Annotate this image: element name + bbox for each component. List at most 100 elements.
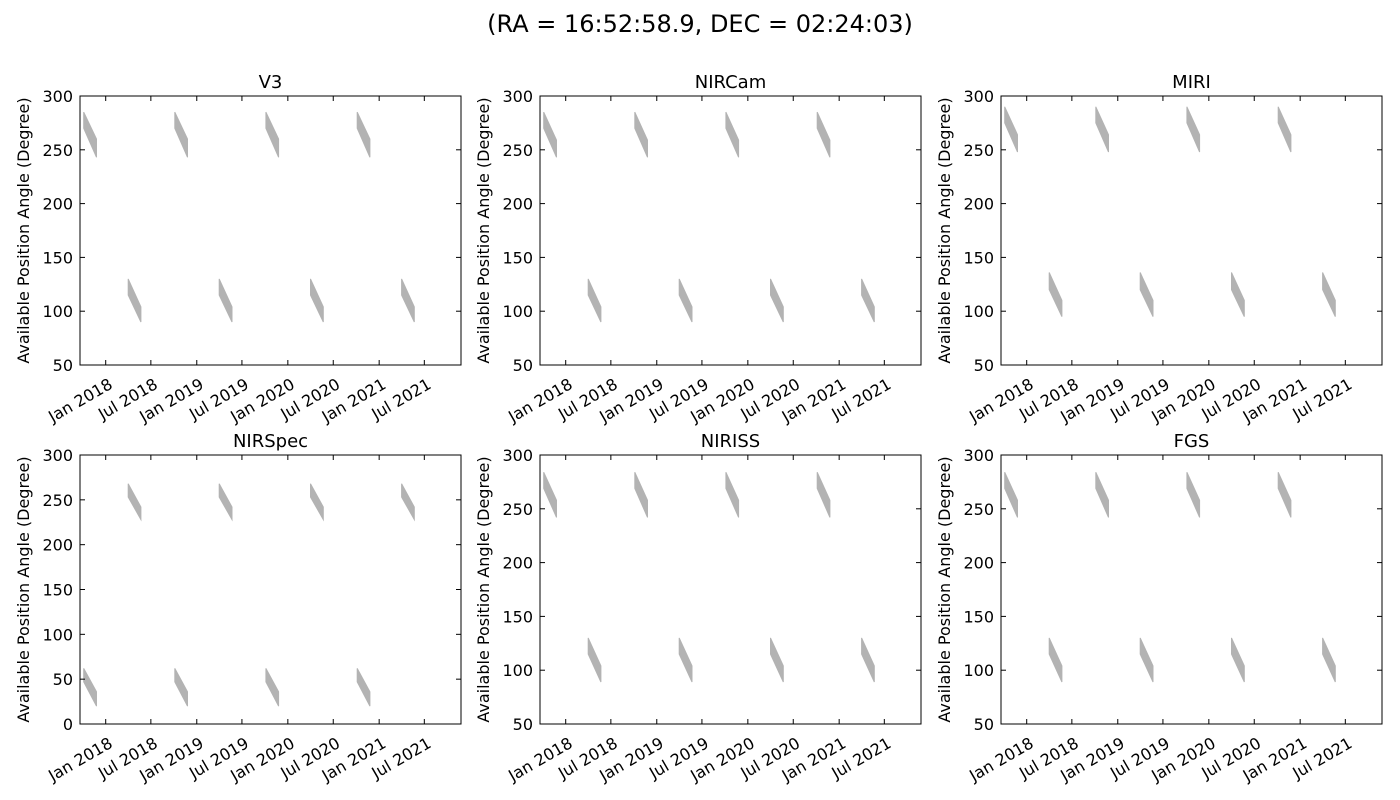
availability-window xyxy=(1322,272,1336,317)
y-tick-label: 250 xyxy=(502,141,533,160)
availability-window xyxy=(678,637,693,683)
y-axis-label: Available Position Angle (Degree) xyxy=(14,456,33,722)
y-tick-label: 50 xyxy=(513,715,533,734)
availability-window xyxy=(174,111,188,158)
y-tick-label: 250 xyxy=(963,141,994,160)
y-tick-label: 100 xyxy=(42,302,73,321)
y-tick-label: 50 xyxy=(974,356,994,375)
availability-window xyxy=(634,111,648,158)
availability-window xyxy=(1095,106,1109,153)
availability-window xyxy=(543,111,557,158)
y-tick-label: 300 xyxy=(963,446,994,465)
subplot-title: NIRSpec xyxy=(233,431,308,452)
y-tick-label: 250 xyxy=(963,500,994,519)
y-tick-label: 150 xyxy=(963,248,994,267)
availability-window xyxy=(543,471,557,518)
availability-window xyxy=(218,278,233,323)
availability-window xyxy=(310,483,324,522)
availability-window xyxy=(678,278,693,323)
availability-window xyxy=(218,483,233,522)
y-tick-label: 100 xyxy=(963,661,994,680)
availability-window xyxy=(83,668,97,707)
axes-frame xyxy=(79,95,462,366)
y-tick-label: 250 xyxy=(42,491,73,510)
availability-window xyxy=(310,278,324,323)
figure-title: (RA = 16:52:58.9, DEC = 02:24:03) xyxy=(487,10,913,38)
y-tick-label: 150 xyxy=(502,248,533,267)
availability-window xyxy=(634,471,648,518)
y-tick-label: 100 xyxy=(502,302,533,321)
availability-window xyxy=(356,668,371,707)
subplot-title: NIRISS xyxy=(701,431,760,452)
availability-window xyxy=(1048,272,1063,317)
y-tick-label: 250 xyxy=(42,141,73,160)
availability-window xyxy=(587,637,602,683)
availability-window xyxy=(1186,471,1201,518)
availability-window xyxy=(265,668,280,707)
y-tick-label: 300 xyxy=(502,87,533,106)
y-tick-label: 100 xyxy=(42,625,73,644)
availability-window xyxy=(770,637,784,683)
availability-window xyxy=(587,278,602,323)
y-tick-label: 300 xyxy=(963,87,994,106)
y-tick-label: 200 xyxy=(42,195,73,214)
y-tick-label: 300 xyxy=(42,446,73,465)
y-tick-label: 200 xyxy=(963,195,994,214)
y-tick-label: 50 xyxy=(53,670,73,689)
y-tick-label: 50 xyxy=(513,356,533,375)
availability-window xyxy=(356,111,371,158)
availability-window xyxy=(174,668,188,707)
availability-window xyxy=(770,278,784,323)
y-axis-label: Available Position Angle (Degree) xyxy=(935,456,954,722)
availability-window xyxy=(401,278,415,323)
y-tick-label: 200 xyxy=(963,554,994,573)
y-axis-label: Available Position Angle (Degree) xyxy=(14,97,33,363)
availability-window xyxy=(83,111,97,158)
availability-window xyxy=(861,278,875,323)
availability-window xyxy=(1277,106,1292,153)
y-axis-label: Available Position Angle (Degree) xyxy=(474,97,493,363)
availability-window xyxy=(265,111,280,158)
subplot-title: NIRCam xyxy=(695,72,767,93)
y-tick-label: 250 xyxy=(502,500,533,519)
subplot-title: MIRI xyxy=(1172,72,1211,93)
axes-frame xyxy=(1000,454,1383,725)
availability-window xyxy=(1322,637,1336,683)
subplot-title: FGS xyxy=(1174,431,1210,452)
y-tick-label: 100 xyxy=(502,661,533,680)
availability-window xyxy=(1095,471,1109,518)
y-tick-label: 150 xyxy=(42,581,73,600)
y-tick-label: 0 xyxy=(63,715,73,734)
y-tick-label: 200 xyxy=(42,536,73,555)
y-tick-label: 100 xyxy=(963,302,994,321)
y-tick-label: 150 xyxy=(502,607,533,626)
y-tick-label: 150 xyxy=(963,607,994,626)
availability-window xyxy=(816,111,831,158)
availability-window xyxy=(127,278,142,323)
availability-window xyxy=(127,483,142,522)
y-tick-label: 300 xyxy=(502,446,533,465)
subplot-title: V3 xyxy=(259,72,283,93)
availability-window xyxy=(1139,272,1154,317)
availability-window xyxy=(725,471,740,518)
availability-window xyxy=(861,637,875,683)
availability-window xyxy=(1231,272,1245,317)
availability-window xyxy=(1139,637,1154,683)
availability-window xyxy=(1186,106,1201,153)
y-tick-label: 50 xyxy=(53,356,73,375)
axes-frame xyxy=(539,95,922,366)
availability-window xyxy=(401,483,415,522)
axes-frame xyxy=(1000,95,1383,366)
availability-window xyxy=(725,111,740,158)
y-tick-label: 150 xyxy=(42,248,73,267)
availability-window xyxy=(1004,106,1018,153)
y-tick-label: 300 xyxy=(42,87,73,106)
y-axis-label: Available Position Angle (Degree) xyxy=(474,456,493,722)
